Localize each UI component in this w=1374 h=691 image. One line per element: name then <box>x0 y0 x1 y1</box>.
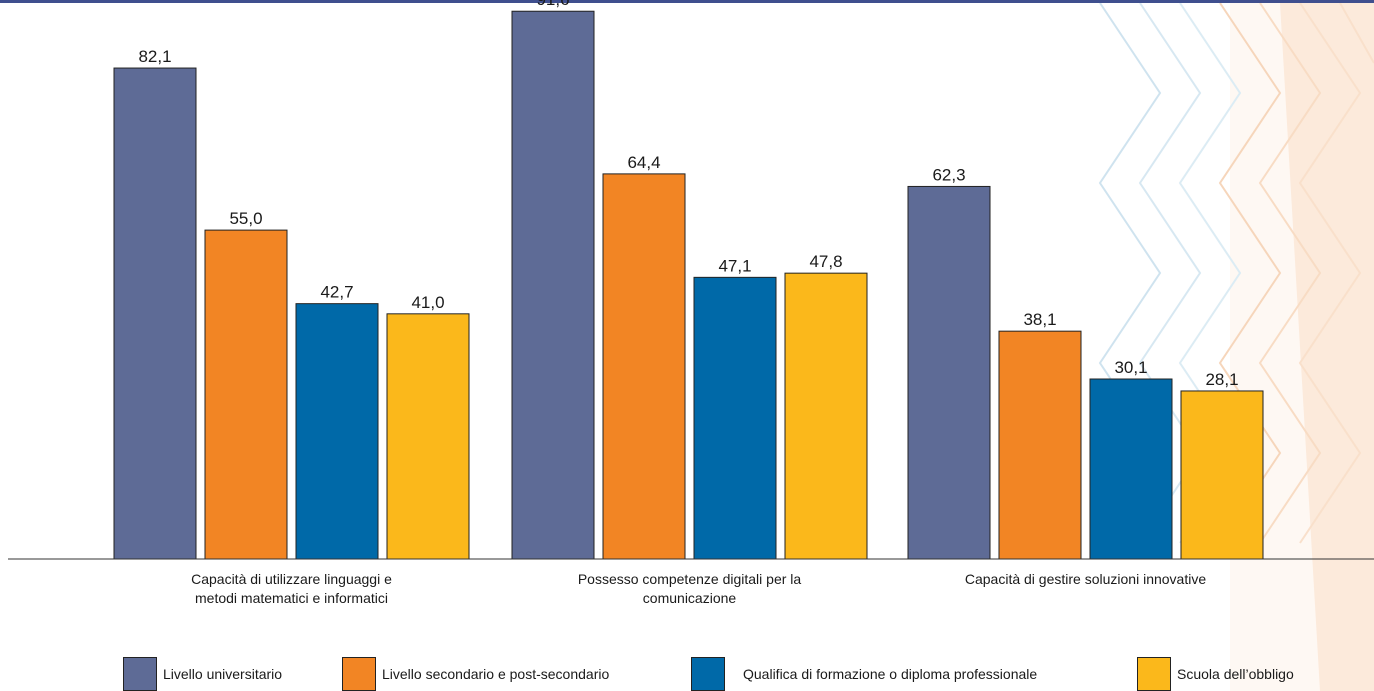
bar <box>511 10 595 560</box>
data-label: 38,1 <box>1023 310 1056 329</box>
legend-item-livello-secondario: Livello secondario e post-secondario <box>342 657 609 691</box>
data-label: 82,1 <box>138 47 171 66</box>
legend-swatch <box>342 657 376 691</box>
data-label: 42,7 <box>320 283 353 302</box>
category-label: comunicazione <box>643 590 737 606</box>
data-label: 62,3 <box>932 165 965 184</box>
legend-swatch <box>691 657 725 691</box>
category-label: Possesso competenze digitali per la <box>578 571 802 587</box>
bar <box>784 272 868 560</box>
data-label: 41,0 <box>411 293 444 312</box>
legend-label: Livello secondario e post-secondario <box>382 666 610 682</box>
legend-swatch <box>123 657 157 691</box>
category-label: Capacità di utilizzare linguaggi e <box>191 571 392 587</box>
data-label: 28,1 <box>1205 370 1238 389</box>
bar <box>204 229 288 560</box>
legend-label: Qualifica di formazione o diploma profes… <box>743 666 1038 682</box>
legend-item-scuola-obbligo: Scuola dell’obbligo <box>1137 657 1294 691</box>
bar <box>693 276 777 560</box>
category-label: Capacità di gestire soluzioni innovative <box>965 571 1206 587</box>
legend-swatch <box>1137 657 1171 691</box>
legend-label: Livello universitario <box>163 666 283 682</box>
bar-chart: 82,1 55,0 42,7 41,0 Capacità di utilizzare l… <box>8 0 1374 606</box>
bar <box>998 330 1082 560</box>
bar <box>295 303 379 560</box>
top-rule <box>0 0 1374 3</box>
legend-item-livello-universitario: Livello universitario <box>123 657 282 691</box>
category-label: metodi matematici e informatici <box>195 590 388 606</box>
legend: Livello universitario Livello secondario… <box>0 657 1374 691</box>
bar <box>602 173 686 560</box>
data-label: 64,4 <box>627 153 660 172</box>
data-label: 55,0 <box>229 209 262 228</box>
bar <box>386 313 470 560</box>
data-label: 91,6 <box>536 0 569 9</box>
legend-item-qualifica: Qualifica di formazione o diploma profes… <box>691 657 1037 691</box>
bar <box>907 185 991 560</box>
bar <box>113 67 197 560</box>
data-label: 47,8 <box>809 252 842 271</box>
data-label: 30,1 <box>1114 358 1147 377</box>
data-label: 47,1 <box>718 256 751 275</box>
bar <box>1180 390 1264 560</box>
legend-label: Scuola dell’obbligo <box>1177 666 1294 682</box>
bar <box>1089 378 1173 560</box>
